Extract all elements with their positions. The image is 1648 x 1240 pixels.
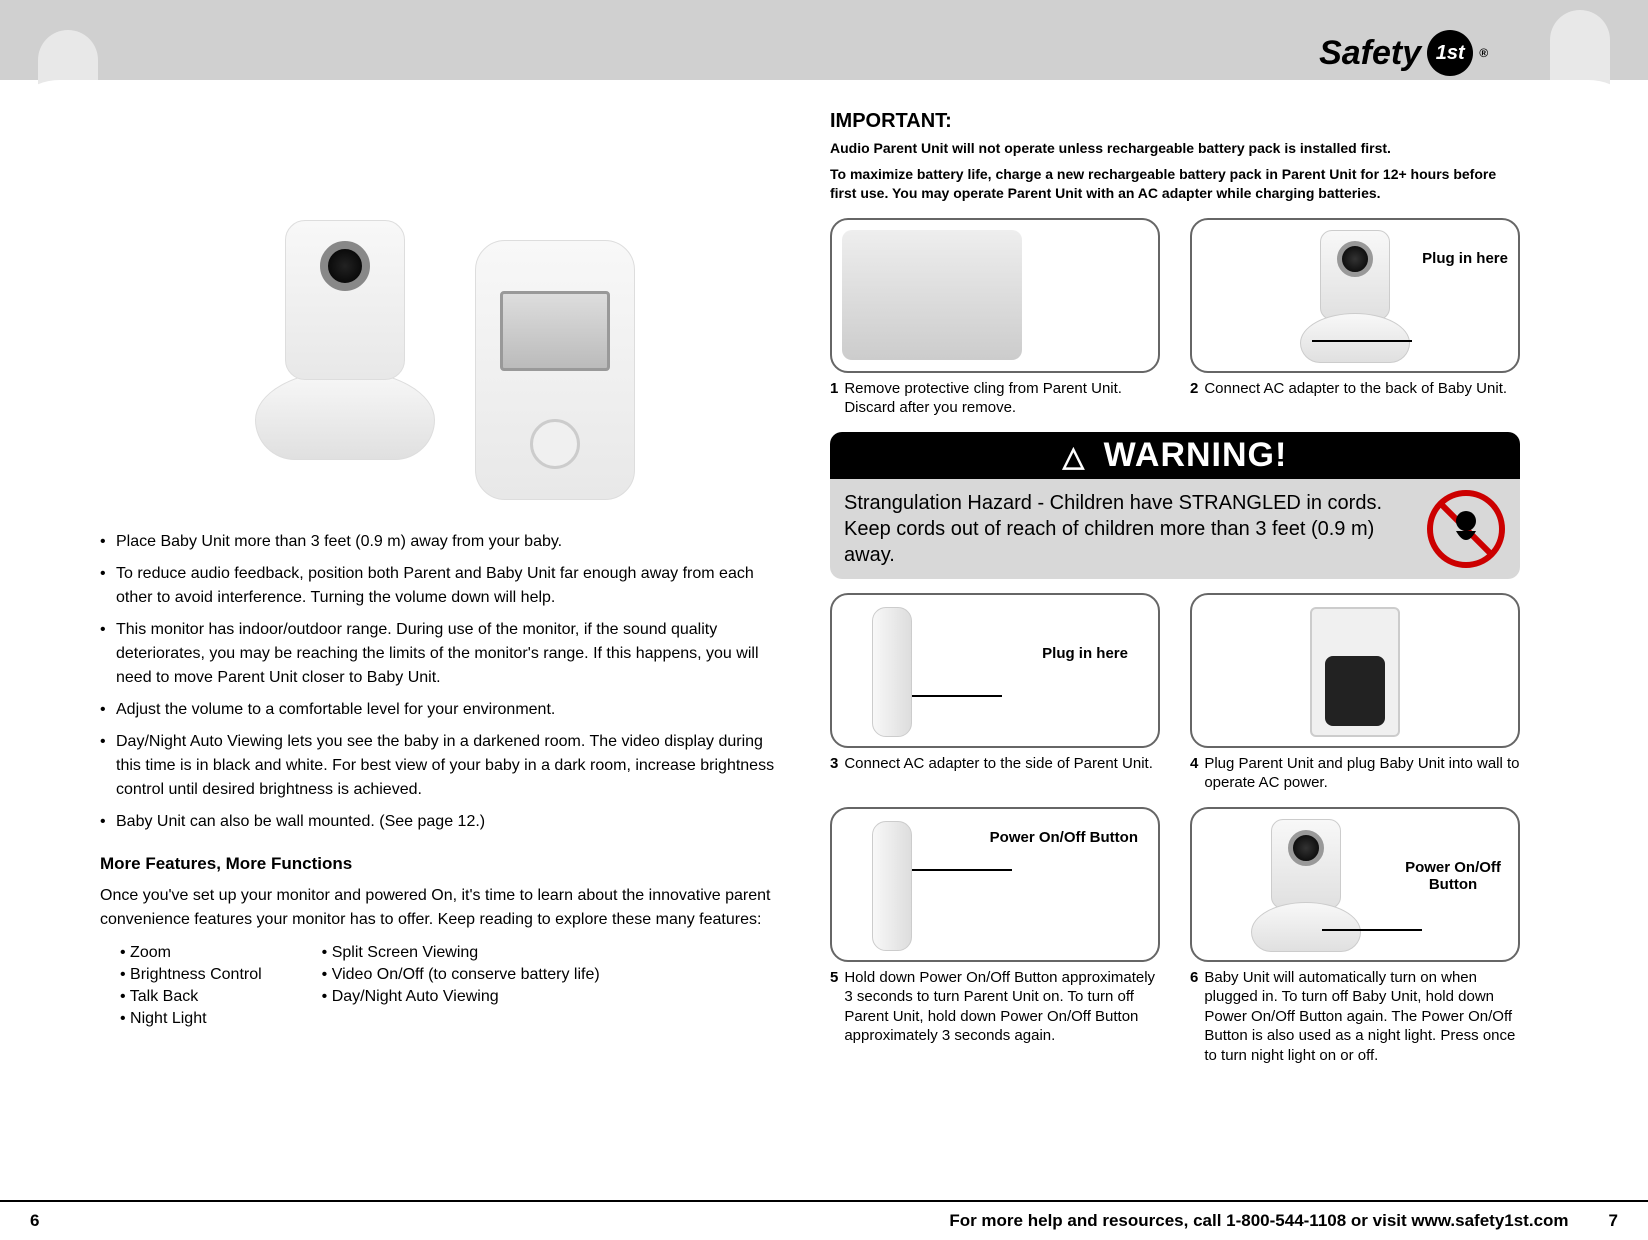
plug-callout-3: Plug in here (1042, 645, 1128, 662)
tip-item: This monitor has indoor/outdoor range. D… (100, 618, 780, 690)
footer-help-text: For more help and resources, call 1-800-… (949, 1211, 1568, 1231)
step-2-num: 2 (1190, 379, 1198, 399)
tip-item: Day/Night Auto Viewing lets you see the … (100, 730, 780, 802)
step-6: Power On/Off Button 6 Baby Unit will aut… (1190, 807, 1520, 1066)
step-4-num: 4 (1190, 754, 1198, 793)
feature-item: Video On/Off (to conserve battery life) (322, 966, 600, 984)
step-4-illustration (1190, 593, 1520, 748)
page-number-right: 7 (1609, 1211, 1618, 1231)
step-3-text: Connect AC adapter to the side of Parent… (844, 754, 1153, 774)
features-columns: Zoom Brightness Control Talk Back Night … (100, 944, 780, 1032)
step-1-text: Remove protective cling from Parent Unit… (844, 379, 1160, 418)
feature-item: Brightness Control (120, 966, 262, 984)
steps-row-1: 1 Remove protective cling from Parent Un… (830, 218, 1520, 418)
step-5-num: 5 (830, 968, 838, 1046)
feature-item: Day/Night Auto Viewing (322, 988, 600, 1006)
features-intro: Once you've set up your monitor and powe… (100, 884, 780, 932)
tip-item: To reduce audio feedback, position both … (100, 562, 780, 610)
step-3: Plug in here 3 Connect AC adapter to the… (830, 593, 1160, 793)
plug-callout: Plug in here (1422, 250, 1508, 267)
feature-item: Split Screen Viewing (322, 944, 600, 962)
monitor-illustration (475, 240, 635, 500)
power-callout-5: Power On/Off Button (990, 829, 1138, 846)
tip-item: Baby Unit can also be wall mounted. (See… (100, 810, 780, 834)
tips-list: Place Baby Unit more than 3 feet (0.9 m)… (100, 530, 780, 834)
step-6-illustration: Power On/Off Button (1190, 807, 1520, 962)
features-col-1: Zoom Brightness Control Talk Back Night … (120, 944, 262, 1032)
warning-body: Strangulation Hazard - Children have STR… (830, 479, 1520, 579)
step-1: 1 Remove protective cling from Parent Un… (830, 218, 1160, 418)
tip-item: Adjust the volume to a comfortable level… (100, 698, 780, 722)
camera-illustration (245, 220, 445, 500)
footer: 6 For more help and resources, call 1-80… (0, 1200, 1648, 1240)
feature-item: Talk Back (120, 988, 262, 1006)
step-4: 4 Plug Parent Unit and plug Baby Unit in… (1190, 593, 1520, 793)
important-title: IMPORTANT: (830, 110, 1520, 133)
step-6-text: Baby Unit will automatically turn on whe… (1204, 968, 1520, 1066)
step-5-illustration: Power On/Off Button (830, 807, 1160, 962)
product-image (160, 140, 720, 500)
warning-header-text: WARNING! (1104, 436, 1288, 474)
features-title: More Features, More Functions (100, 854, 780, 874)
important-p2: To maximize battery life, charge a new r… (830, 165, 1520, 204)
logo-text: Safety (1319, 34, 1421, 73)
power-callout-6: Power On/Off Button (1398, 859, 1508, 893)
page-number-left: 6 (30, 1211, 39, 1231)
feature-item: Zoom (120, 944, 262, 962)
important-p1: Audio Parent Unit will not operate unles… (830, 139, 1520, 159)
step-3-num: 3 (830, 754, 838, 774)
no-strangulation-icon (1426, 489, 1506, 569)
left-column: Place Baby Unit more than 3 feet (0.9 m)… (100, 140, 780, 1032)
step-3-illustration: Plug in here (830, 593, 1160, 748)
feature-item: Night Light (120, 1010, 262, 1028)
step-1-illustration (830, 218, 1160, 373)
warning-header: △ WARNING! (830, 432, 1520, 479)
brand-logo: Safety 1st ® (1319, 30, 1488, 76)
tip-item: Place Baby Unit more than 3 feet (0.9 m)… (100, 530, 780, 554)
warning-body-text: Strangulation Hazard - Children have STR… (844, 490, 1406, 568)
steps-row-2: Plug in here 3 Connect AC adapter to the… (830, 593, 1520, 793)
step-2-text: Connect AC adapter to the back of Baby U… (1204, 379, 1507, 399)
step-1-num: 1 (830, 379, 838, 418)
step-2: Plug in here 2 Connect AC adapter to the… (1190, 218, 1520, 418)
logo-registered: ® (1479, 46, 1488, 60)
right-column: IMPORTANT: Audio Parent Unit will not op… (830, 110, 1520, 1065)
step-6-num: 6 (1190, 968, 1198, 1066)
logo-badge: 1st (1427, 30, 1473, 76)
step-4-text: Plug Parent Unit and plug Baby Unit into… (1204, 754, 1520, 793)
content-area: Place Baby Unit more than 3 feet (0.9 m)… (0, 80, 1648, 1190)
steps-row-3: Power On/Off Button 5 Hold down Power On… (830, 807, 1520, 1066)
features-col-2: Split Screen Viewing Video On/Off (to co… (322, 944, 600, 1032)
step-5: Power On/Off Button 5 Hold down Power On… (830, 807, 1160, 1066)
step-2-illustration: Plug in here (1190, 218, 1520, 373)
warning-triangle-icon: △ (1063, 440, 1086, 473)
step-5-text: Hold down Power On/Off Button approximat… (844, 968, 1160, 1046)
warning-box: △ WARNING! (830, 432, 1520, 479)
